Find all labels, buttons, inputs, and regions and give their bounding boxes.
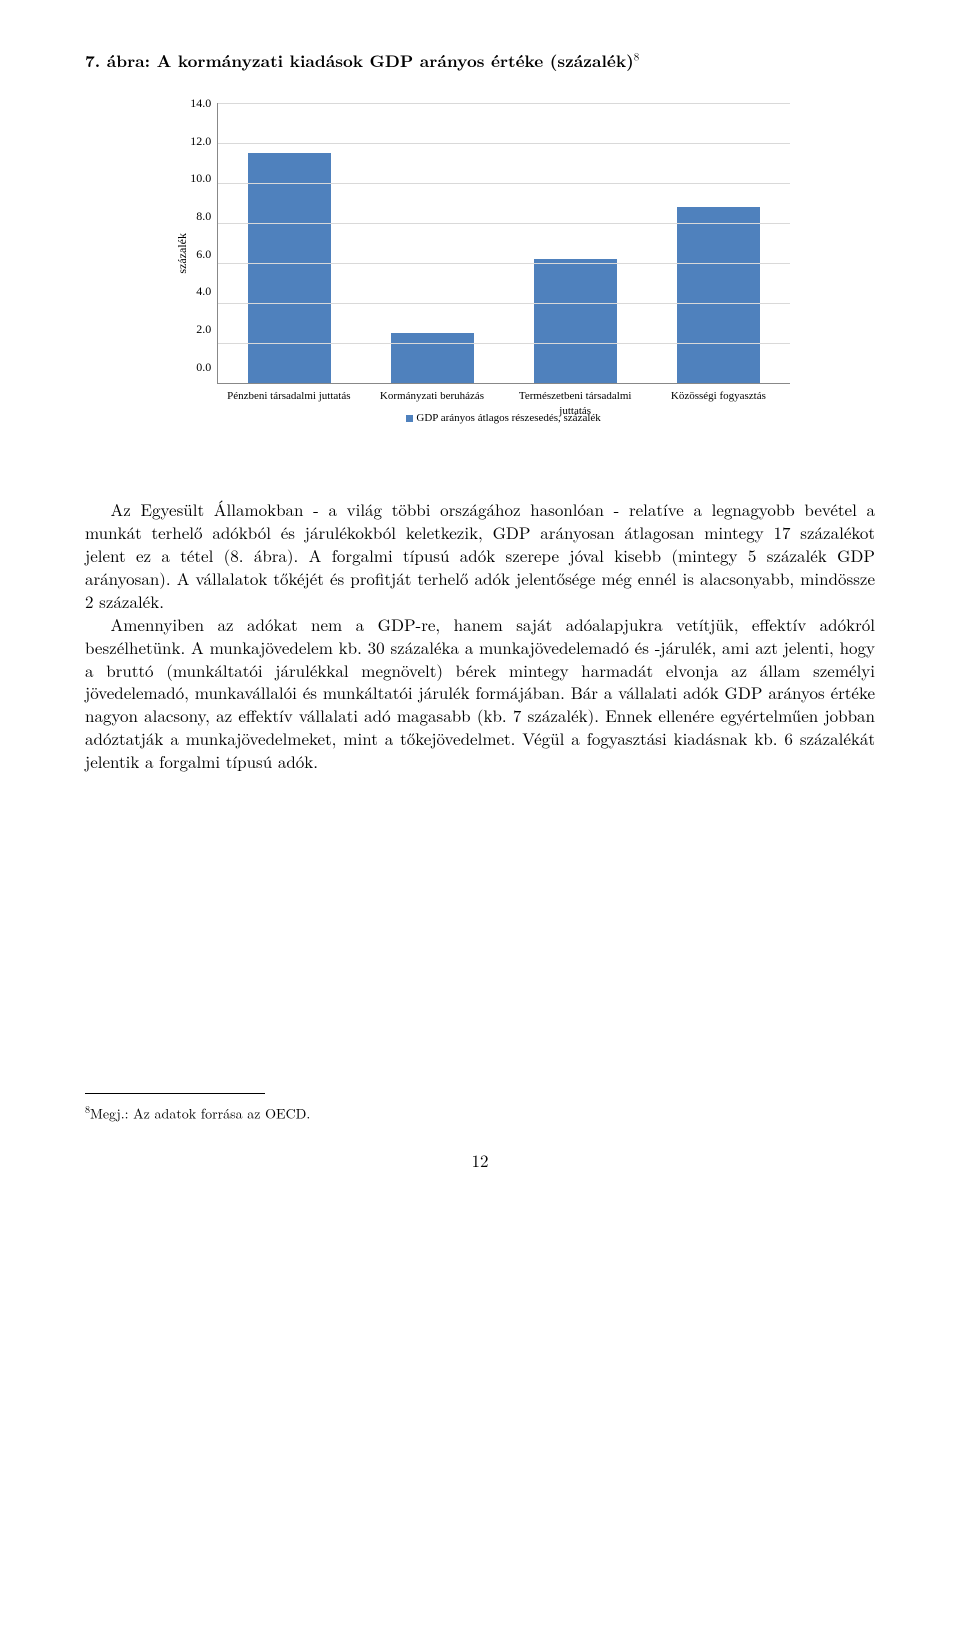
ytick-label: 14.0 [190,95,211,111]
chart-bars [218,103,790,383]
bar-slot [504,103,647,383]
figure-title: 7. ábra: A kormányzati kiadások GDP arán… [85,50,875,73]
ytick-label: 12.0 [190,133,211,149]
chart-plot-area [217,103,790,384]
ytick-label: 0.0 [190,359,211,375]
ytick-label: 4.0 [190,283,211,299]
ytick-label: 8.0 [190,208,211,224]
gridline [218,303,790,304]
chart-plot: Pénzbeni társadalmi juttatásKormányzati … [217,103,790,443]
bar [391,333,474,383]
bar-slot [647,103,790,383]
footnote-text: Megj.: Az adatok forrása az OECD. [90,1103,310,1123]
chart-ylabel: százalék [170,233,190,274]
gridline [218,263,790,264]
footnote-rule [85,1093,265,1094]
bar [534,259,617,383]
figure-footnote-mark: 8 [634,49,640,64]
body-paragraph-2: Amennyiben az adókat nem a GDP-re, hanem… [85,613,875,774]
gridline [218,143,790,144]
page-number: 12 [85,1149,875,1172]
figure-title-prefix: 7. ábra: [85,49,157,73]
bar-slot [218,103,361,383]
body-paragraph-1: Az Egyesült Államokban - a világ többi o… [85,498,875,613]
footnote: 8Megj.: Az adatok forrása az OECD. [85,1103,875,1124]
gridline [218,343,790,344]
bar [248,153,331,383]
gridline [218,183,790,184]
bar-chart: százalék 14.012.010.08.06.04.02.00.0 Pén… [170,103,790,443]
figure-title-main: A kormányzati kiadások GDP arányos érték… [157,49,634,73]
legend-label: GDP arányos átlagos részesedés, százalék [416,412,600,424]
legend-swatch-icon [406,415,413,422]
bar [677,207,760,383]
gridline [218,103,790,104]
ytick-label: 2.0 [190,321,211,337]
bar-slot [361,103,504,383]
ytick-label: 6.0 [190,246,211,262]
ytick-label: 10.0 [190,170,211,186]
chart-legend: GDP arányos átlagos részesedés, százalék [217,411,790,426]
chart-yaxis: 14.0 12.0 10.0 8.0 6.0 4.0 2.0 0.0 [190,95,217,375]
gridline [218,223,790,224]
